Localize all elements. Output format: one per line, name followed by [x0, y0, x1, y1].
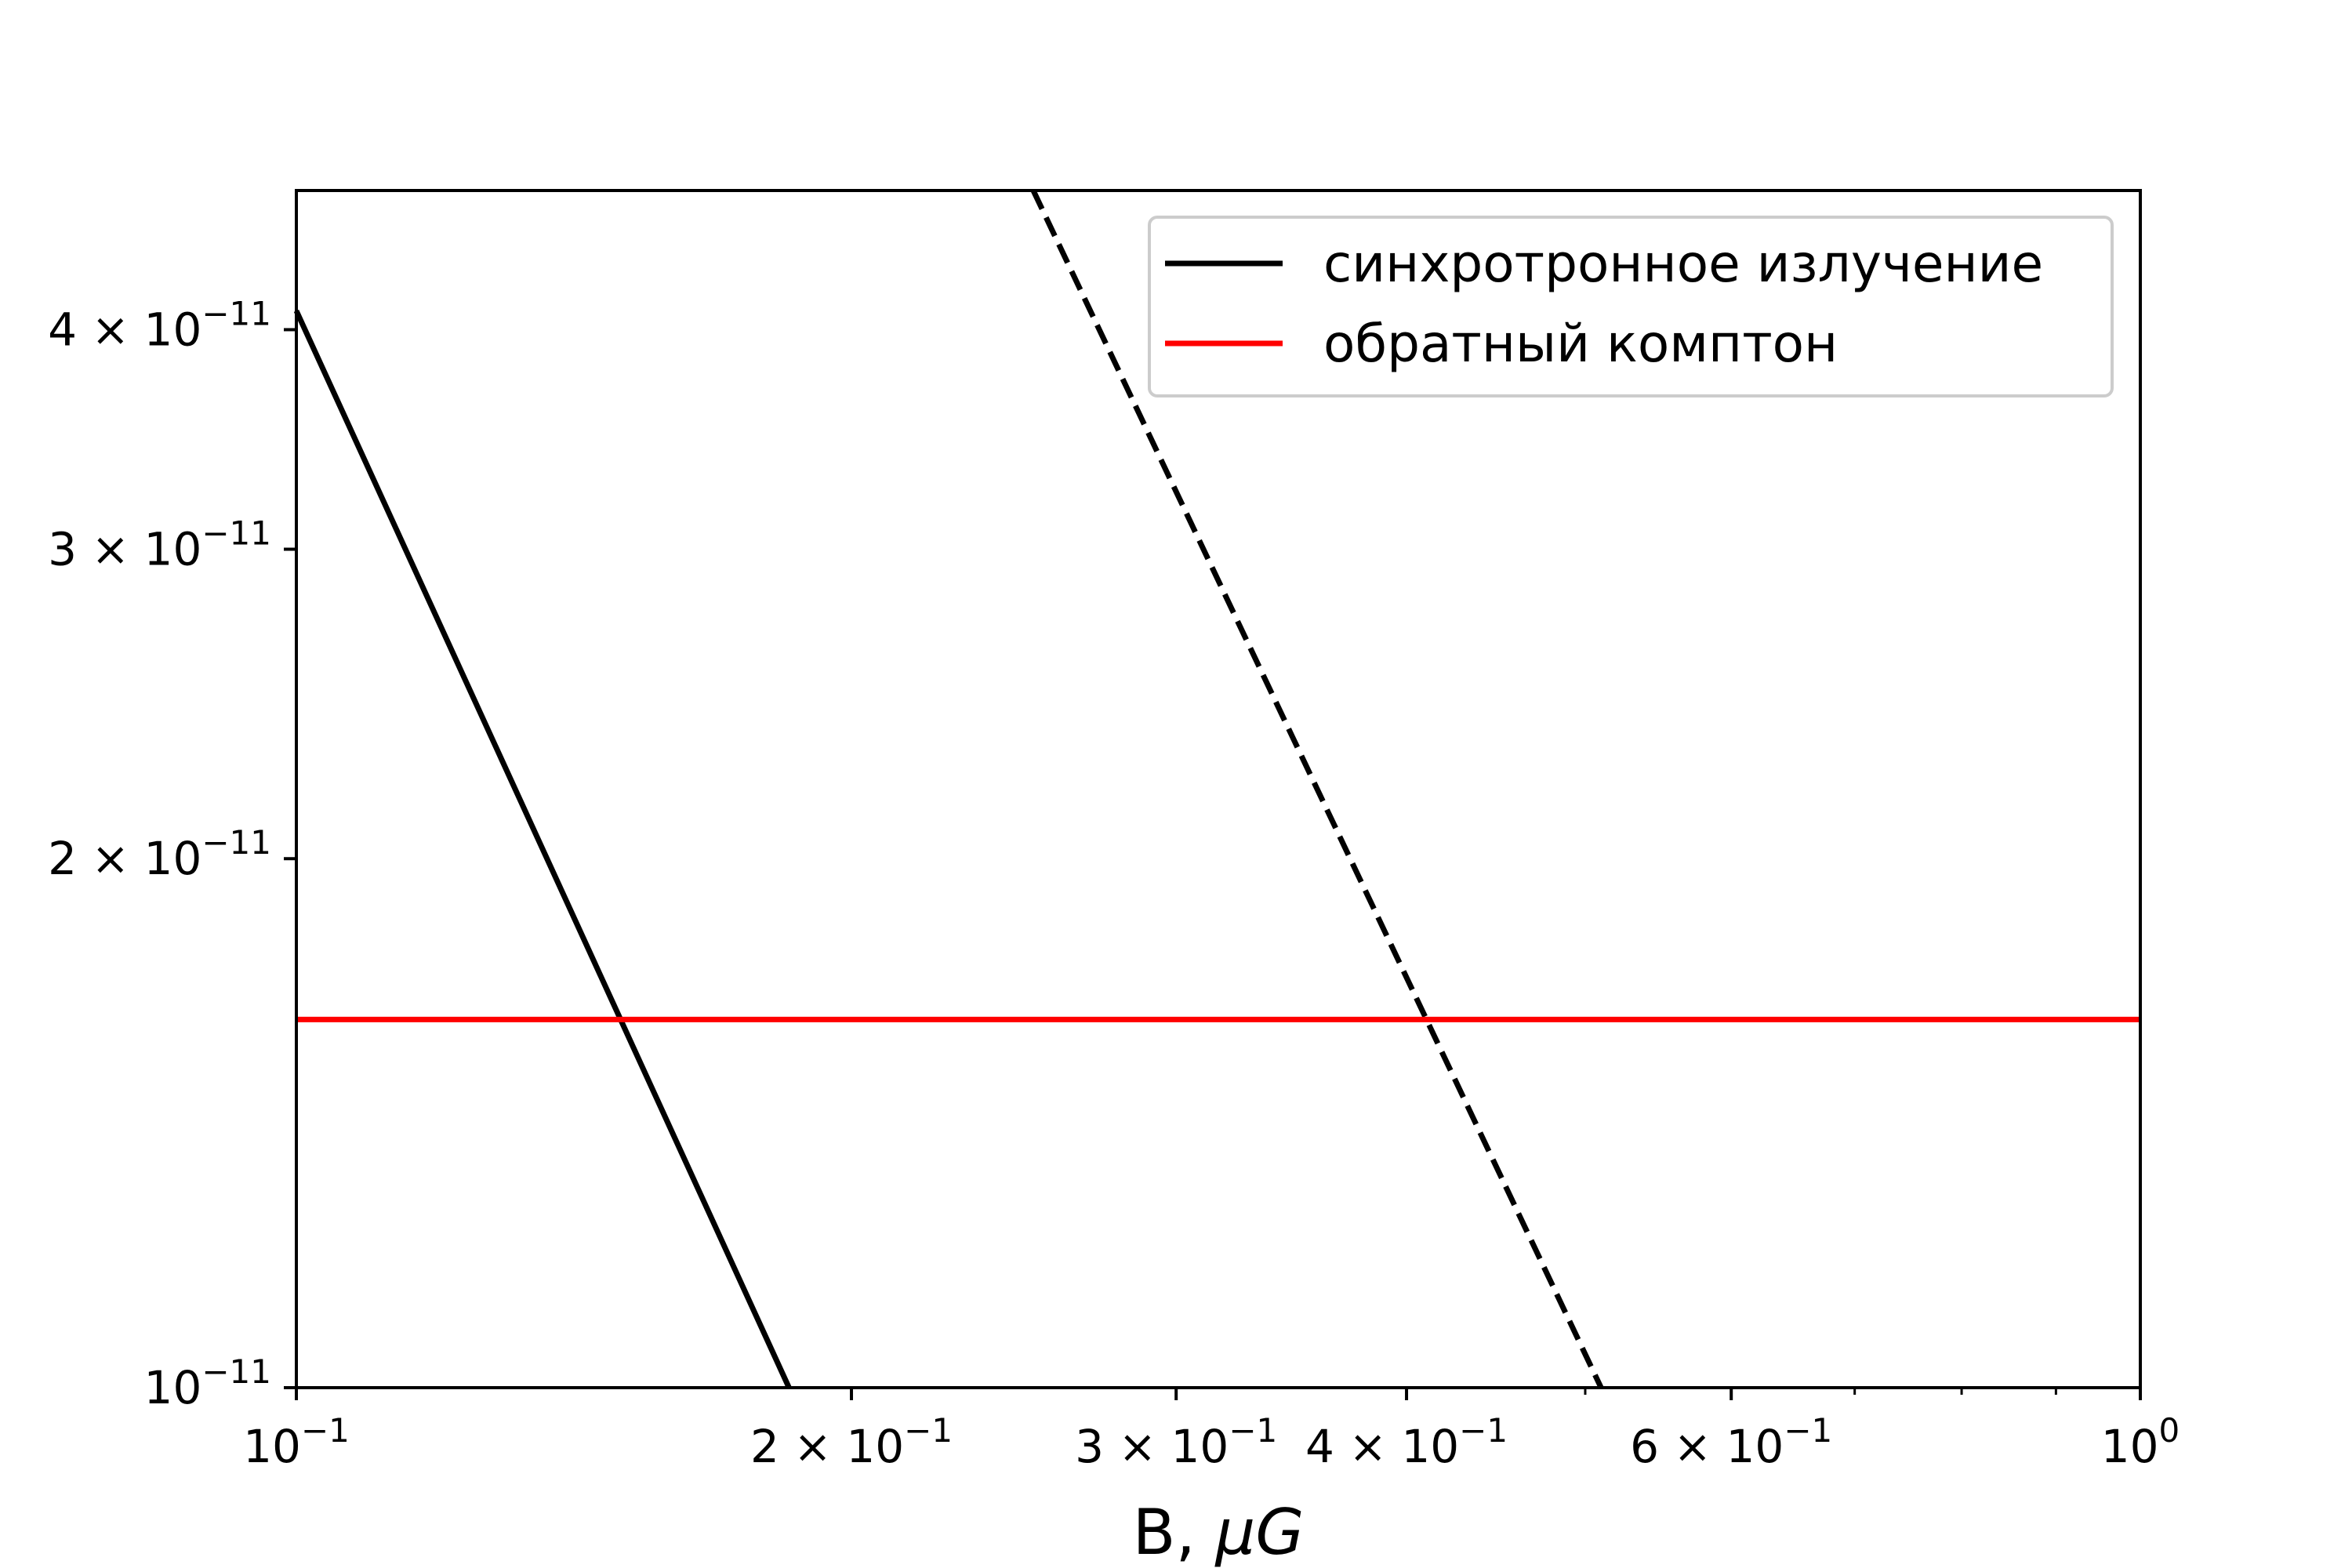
x-tick-label-2: 3 × 10−1 [1075, 1411, 1277, 1473]
x-tick-label-5: 100 [2101, 1411, 2180, 1473]
x-tick-label-1: 2 × 10−1 [750, 1411, 953, 1473]
y-tick-label-0: 10−11 [144, 1352, 271, 1414]
legend: синхротронное излучение обратный комптон [1148, 216, 2114, 397]
legend-box [1148, 216, 2114, 397]
legend-label-1: обратный комптон [1323, 314, 1838, 374]
x-axis-label: B, μG [1133, 1496, 1305, 1568]
ticklabels-layer: 10−1 2 × 10−1 3 × 10−1 4 × 10−1 6 × 10−1 100 1… [48, 294, 2180, 1473]
legend-entries: синхротронное излучение обратный комптон [1165, 234, 2043, 374]
x-axis-label-text: B, [1133, 1496, 1216, 1568]
plot-frame [295, 189, 2142, 1389]
y-tick-label-2: 3 × 10−11 [48, 514, 271, 576]
series-line-0 [293, 309, 792, 1389]
x-tick-label-0: 10−1 [243, 1411, 350, 1473]
series-layer [293, 189, 2140, 1389]
ticks-layer [284, 328, 2142, 1400]
series-line-1 [1030, 189, 1604, 1389]
y-tick-label-1: 2 × 10−11 [48, 823, 271, 885]
y-tick-label-3: 4 × 10−11 [48, 294, 271, 356]
legend-label-0: синхротронное излучение [1323, 234, 2043, 294]
x-tick-label-3: 4 × 10−1 [1305, 1411, 1508, 1473]
x-axis-label-unit: μG [1214, 1496, 1304, 1568]
x-tick-label-4: 6 × 10−1 [1630, 1411, 1832, 1473]
